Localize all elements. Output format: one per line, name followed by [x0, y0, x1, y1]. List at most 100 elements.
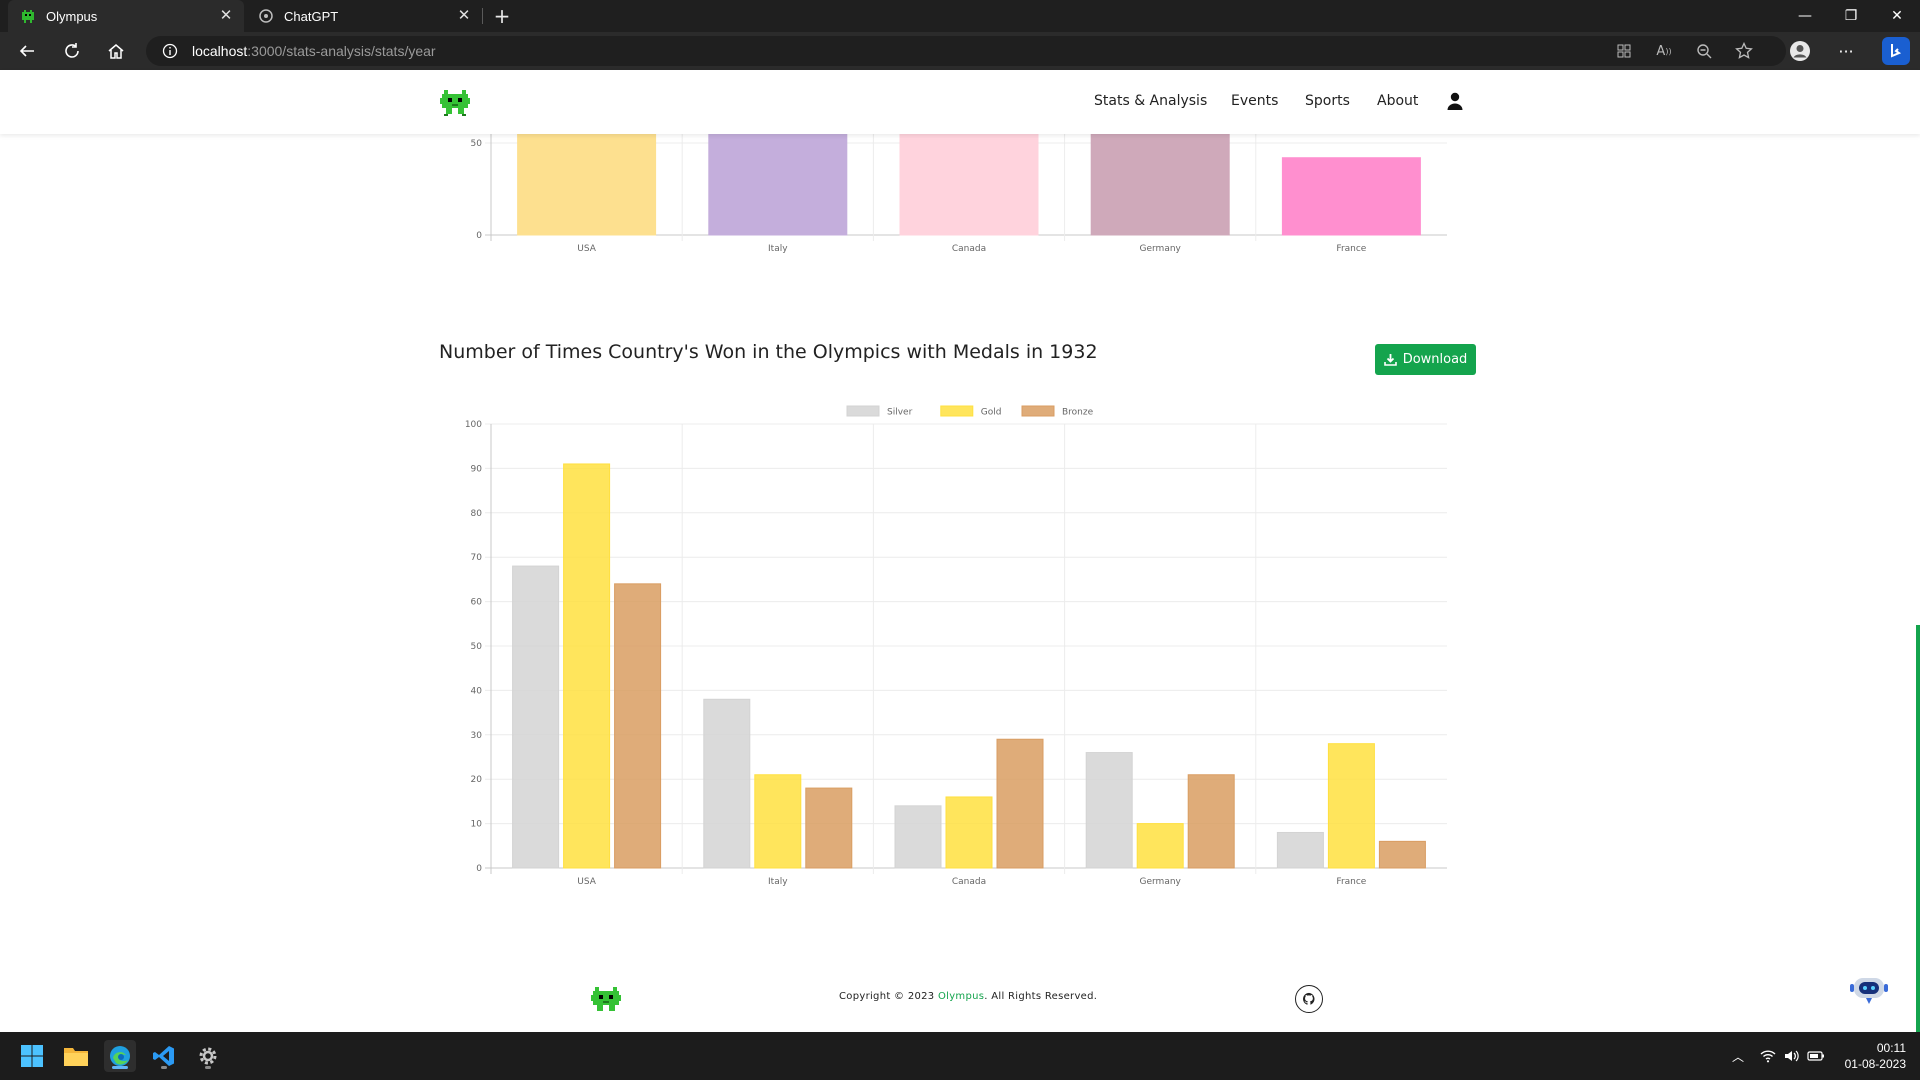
bar-italy [708, 130, 848, 236]
x-tick-label: USA [577, 244, 596, 254]
chatgpt-favicon-icon [258, 8, 274, 24]
file-explorer-icon[interactable] [60, 1040, 92, 1072]
download-button[interactable]: Download [1375, 344, 1476, 375]
system-clock[interactable]: 00:11 01-08-2023 [1845, 1040, 1906, 1072]
zoom-out-icon[interactable] [1692, 39, 1716, 63]
y-tick-label: 30 [471, 731, 483, 741]
home-icon[interactable] [104, 39, 128, 63]
bar-bronze-canada [996, 738, 1044, 869]
scroll-indicator [1916, 625, 1920, 1032]
chatbot-icon[interactable] [1848, 970, 1890, 1008]
bar-silver-germany [1085, 752, 1133, 869]
tab-olympus[interactable]: Olympus ✕ [8, 0, 244, 32]
favorite-star-icon[interactable] [1732, 39, 1756, 63]
y-tick-label: 20 [471, 775, 483, 785]
x-tick-label: France [1336, 877, 1366, 887]
footer-brand-link[interactable]: Olympus [937, 991, 985, 1002]
y-tick-label: 40 [471, 686, 483, 696]
nav-events[interactable]: Events [1231, 93, 1279, 109]
nav-stats-analysis[interactable]: Stats & Analysis [1094, 93, 1208, 109]
running-indicator [205, 1066, 211, 1069]
olympus-favicon-icon [20, 8, 36, 24]
bar-gold-germany [1136, 823, 1184, 869]
bar-gold-italy [754, 774, 802, 869]
bar-silver-canada [894, 805, 942, 869]
clock-date: 01-08-2023 [1844, 1057, 1906, 1071]
site-header: Stats & Analysis Events Sports About [0, 70, 1920, 134]
olympus-logo-icon[interactable] [440, 88, 470, 118]
y-tick-label: 50 [471, 139, 483, 149]
restore-icon[interactable]: ❐ [1844, 8, 1858, 24]
chart-section-title: Number of Times Country's Won in the Oly… [439, 341, 1098, 363]
bar-germany [1090, 130, 1230, 236]
battery-icon[interactable] [1806, 1046, 1826, 1066]
y-tick-label: 80 [471, 509, 483, 519]
close-tab-icon[interactable]: ✕ [457, 7, 471, 24]
clock-time: 00:11 [1876, 1041, 1906, 1055]
new-tab-icon[interactable]: + [493, 4, 511, 28]
y-tick-label: 10 [471, 820, 483, 830]
site-info-icon[interactable] [158, 39, 182, 63]
tab-title: Olympus [46, 8, 98, 24]
running-indicator [112, 1066, 128, 1069]
settings-gear-icon[interactable] [192, 1040, 224, 1072]
minimize-icon[interactable]: — [1798, 8, 1812, 24]
tab-title: ChatGPT [284, 8, 339, 24]
y-tick-label: 70 [471, 553, 483, 563]
more-menu-icon[interactable]: ··· [1838, 41, 1854, 61]
legend-label-gold: Gold [981, 408, 1002, 418]
refresh-icon[interactable] [60, 39, 84, 63]
close-window-icon[interactable]: ✕ [1891, 8, 1903, 24]
volume-icon[interactable] [1782, 1046, 1802, 1066]
browser-address-bar: localhost:3000/stats-analysis/stats/year… [0, 32, 1920, 70]
url-field[interactable]: localhost:3000/stats-analysis/stats/year [146, 36, 1786, 66]
y-tick-label: 60 [471, 598, 483, 608]
download-label: Download [1402, 352, 1468, 367]
y-tick-label: 0 [476, 864, 482, 874]
bar-bronze-italy [805, 787, 853, 869]
x-tick-label: Germany [1140, 877, 1182, 887]
edge-browser-icon[interactable] [104, 1040, 136, 1072]
bar-gold-france [1327, 743, 1375, 869]
wifi-icon[interactable] [1758, 1046, 1778, 1066]
close-tab-icon[interactable]: ✕ [219, 7, 233, 24]
bar-silver-france [1276, 831, 1324, 869]
y-tick-label: 100 [465, 420, 482, 430]
bar-gold-usa [563, 463, 611, 869]
x-tick-label: France [1336, 244, 1366, 254]
windows-start-icon[interactable] [16, 1040, 48, 1072]
tab-chatgpt[interactable]: ChatGPT ✕ [246, 0, 482, 32]
x-tick-label: Canada [952, 877, 986, 887]
footer-logo-icon[interactable] [591, 985, 621, 1015]
legend-swatch-silver [846, 405, 880, 417]
previous-bar-chart: 0 50 USA Italy Canada Germany France [471, 130, 1447, 254]
legend-swatch-bronze [1021, 405, 1055, 417]
nav-about[interactable]: About [1377, 93, 1419, 109]
bar-silver-italy [703, 698, 751, 869]
y-tick-label: 50 [471, 642, 483, 652]
bar-bronze-usa [614, 583, 662, 869]
app-available-icon[interactable] [1612, 39, 1636, 63]
legend-label-silver: Silver [887, 408, 913, 418]
back-icon[interactable] [15, 39, 39, 63]
footer-copyright: Copyright © 2023 Olympus. All Rights Res… [839, 991, 1098, 1002]
x-tick-label: Canada [952, 244, 986, 254]
read-aloud-icon[interactable]: A)) [1656, 43, 1672, 59]
bar-gold-canada [945, 796, 993, 869]
tray-chevron-up-icon[interactable]: ︿ [1731, 1049, 1744, 1064]
url-text: localhost:3000/stats-analysis/stats/year [192, 43, 436, 59]
y-tick-label: 0 [476, 231, 482, 241]
bar-usa [517, 130, 657, 236]
bing-copilot-icon[interactable] [1882, 37, 1910, 65]
x-tick-label: Italy [768, 244, 788, 254]
vscode-icon[interactable] [148, 1040, 180, 1072]
bar-france [1281, 157, 1421, 236]
medals-grouped-bar-chart: 0 10 20 30 40 50 60 70 80 90 100 USA Italy Canada Germ… [465, 405, 1447, 887]
profile-avatar-icon[interactable] [1788, 39, 1812, 63]
y-tick-label: 90 [471, 464, 483, 474]
tab-separator [482, 8, 483, 24]
user-account-icon[interactable] [1445, 91, 1465, 111]
bar-silver-usa [512, 565, 560, 869]
nav-sports[interactable]: Sports [1305, 93, 1350, 109]
github-icon[interactable] [1295, 985, 1323, 1013]
